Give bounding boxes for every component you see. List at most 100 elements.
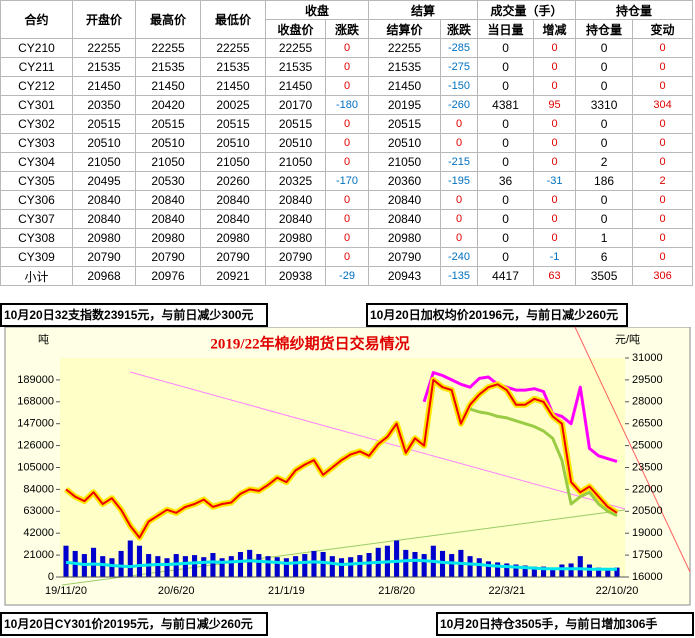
table-cell: CY301 — [0, 95, 73, 115]
table-cell: -170 — [324, 171, 370, 191]
table-cell: 0 — [477, 152, 535, 172]
table-cell: 20840 — [368, 209, 442, 229]
table-cell: 21050 — [200, 152, 266, 172]
table-cell: 20515 — [265, 114, 326, 134]
note: 10月20日32支指数23915元，与前日减少300元 — [0, 303, 268, 327]
table-cell: -29 — [324, 266, 370, 286]
header-cell: 当日量 — [477, 19, 535, 39]
table-cell: 0 — [632, 114, 694, 134]
table-cell: 20515 — [135, 114, 201, 134]
table-cell: 0 — [575, 57, 634, 77]
table-cell: 20515 — [368, 114, 442, 134]
y2-tick-label: 25000 — [632, 440, 663, 452]
header-cell: 结算 — [368, 0, 479, 20]
volume-bar — [596, 567, 602, 577]
volume-bar — [605, 568, 611, 577]
table-cell: 20938 — [265, 266, 326, 286]
table-cell: 0 — [440, 190, 479, 210]
table-row: CY309 20790 20790 20790 20790 0 20790 -240 0 -1 6 0 — [0, 247, 694, 267]
table-cell: CY305 — [0, 171, 73, 191]
table-cell: 4417 — [477, 266, 535, 286]
header-cell: 持仓量 — [575, 0, 694, 20]
table-cell: -260 — [440, 95, 479, 115]
table-cell: 20840 — [200, 209, 266, 229]
x-tick-label: 22/10/20 — [596, 585, 639, 597]
table-cell: 0 — [632, 38, 694, 58]
y2-tick-label: 23500 — [632, 461, 663, 473]
plot-area — [60, 358, 625, 577]
table-cell: 20260 — [200, 171, 266, 191]
table-cell: 0 — [324, 152, 370, 172]
table-cell: 20170 — [265, 95, 326, 115]
volume-bar — [274, 557, 280, 577]
table-cell: 20921 — [200, 266, 266, 286]
table-cell: 2 — [632, 171, 694, 191]
table-cell: 0 — [324, 209, 370, 229]
y-tick-label: 105000 — [17, 461, 54, 473]
volume-bar — [164, 558, 170, 577]
note: 10月20日持仓3505手，与前日增加306手 — [436, 612, 694, 636]
table-cell: 2 — [575, 152, 634, 172]
volume-bar — [449, 554, 455, 577]
table-cell: 0 — [440, 114, 479, 134]
table-cell: 0 — [324, 38, 370, 58]
header-cell: 涨跌 — [324, 19, 370, 39]
table-cell: 0 — [533, 133, 577, 153]
table-cell: 0 — [533, 209, 577, 229]
table-cell: 21050 — [72, 152, 136, 172]
volume-bar — [495, 562, 501, 577]
volume-bar — [357, 555, 363, 577]
table-cell: 21450 — [265, 76, 326, 96]
table-row: CY211 21535 21535 21535 21535 0 21535 -275 0 0 0 0 — [0, 57, 694, 77]
table-cell: 20840 — [72, 209, 136, 229]
table-cell: 0 — [575, 76, 634, 96]
volume-bar — [136, 545, 143, 577]
table-cell: 22255 — [265, 38, 326, 58]
y2-axis-unit: 元/吨 — [615, 333, 640, 346]
table-cell: -180 — [324, 95, 370, 115]
table-cell: 0 — [533, 190, 577, 210]
table-cell: 22255 — [200, 38, 266, 58]
table-cell: CY306 — [0, 190, 73, 210]
table-cell: 0 — [632, 190, 694, 210]
y-tick-label: 42000 — [23, 527, 54, 539]
table-row: CY212 21450 21450 21450 21450 0 21450 -150 0 0 0 0 — [0, 76, 694, 96]
table-cell: 20515 — [200, 114, 266, 134]
table-cell: 20195 — [368, 95, 442, 115]
table-cell: 20510 — [368, 133, 442, 153]
volume-bar — [540, 566, 547, 577]
header-row: 收盘价 涨跌 结算价 涨跌 当日量 增减 持仓量 变动 — [1, 19, 694, 39]
volume-bar — [586, 564, 592, 577]
table-cell: 20980 — [265, 228, 326, 248]
table-cell: 0 — [533, 114, 577, 134]
volume-bar — [210, 553, 216, 577]
volume-bar — [550, 567, 556, 577]
table-cell: 21050 — [368, 152, 442, 172]
table-cell: 21450 — [368, 76, 442, 96]
table-cell: 0 — [477, 247, 535, 267]
volume-bar — [412, 551, 418, 577]
table-cell: CY308 — [0, 228, 73, 248]
table-cell: 0 — [324, 247, 370, 267]
table-cell: 20968 — [72, 266, 136, 286]
volume-bar — [219, 558, 225, 577]
table-cell: 0 — [324, 57, 370, 77]
volume-bar — [421, 554, 427, 577]
table-cell: 0 — [533, 76, 577, 96]
header-cell: 开盘价 — [72, 0, 136, 39]
volume-bar — [201, 557, 207, 577]
volume-bar — [568, 563, 574, 577]
y-tick-label: 126000 — [17, 440, 54, 452]
table-cell: 95 — [533, 95, 577, 115]
table-cell: 0 — [477, 133, 535, 153]
table-cell: -275 — [440, 57, 479, 77]
table-cell: -1 — [533, 247, 577, 267]
table-cell: 0 — [575, 38, 634, 58]
table-cell: 20325 — [265, 171, 326, 191]
table-cell: 3310 — [575, 95, 634, 115]
header-cell: 变动 — [632, 19, 694, 39]
table-cell: CY303 — [0, 133, 73, 153]
volume-bar — [192, 555, 198, 577]
header-cell: 涨跌 — [440, 19, 479, 39]
table-cell: 21535 — [135, 57, 201, 77]
